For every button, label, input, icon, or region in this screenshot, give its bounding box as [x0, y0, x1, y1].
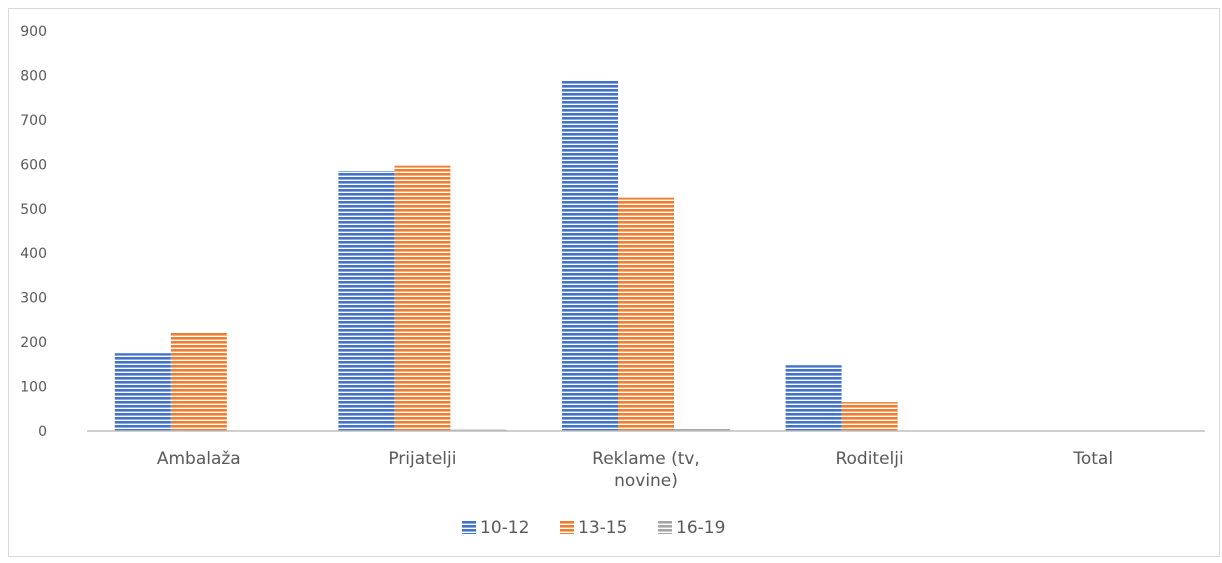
x-category-label: Reklame (tv, novine)	[592, 449, 700, 491]
y-tick-label: 300	[20, 291, 47, 307]
bar-13-15-ambala-a	[170, 332, 227, 431]
x-category-label: Total	[1072, 449, 1113, 469]
y-tick-label: 900	[20, 24, 47, 40]
legend-label-13-15: 13-15	[578, 518, 627, 538]
legend-swatch-10-12	[462, 520, 476, 534]
x-category-label: Roditelji	[835, 449, 903, 469]
y-axis-ticks: 0 100 200 300 400 500 600 700 800 900	[20, 24, 47, 440]
y-tick-label: 700	[20, 113, 47, 129]
legend-label-16-19: 16-19	[676, 518, 725, 538]
legend-swatch-13-15	[560, 520, 574, 534]
y-tick-label: 500	[20, 202, 47, 218]
bar-chart: 0 100 200 300 400 500 600 700 800 900 Ambalaža Pri…	[20, 24, 1205, 538]
bars	[114, 80, 898, 432]
legend: 10-12 13-15 16-19	[462, 518, 725, 538]
legend-swatch-16-19	[658, 520, 672, 534]
bar-16-19-reklame-tv-novine	[674, 428, 730, 431]
bar-13-15-roditelji	[841, 402, 898, 431]
bar-10-12-reklame-tv-novine	[562, 80, 618, 432]
bar-10-12-ambala-a	[114, 353, 171, 431]
y-tick-label: 400	[20, 246, 47, 262]
y-tick-label: 0	[38, 424, 47, 440]
y-tick-label: 100	[20, 380, 47, 396]
chart-frame: 0 100 200 300 400 500 600 700 800 900 Ambalaža Pri…	[8, 8, 1220, 557]
y-tick-label: 200	[20, 335, 47, 351]
x-category-label: Ambalaža	[157, 449, 241, 469]
y-tick-label: 600	[20, 157, 47, 173]
bar-13-15-prijatelji	[394, 165, 451, 431]
y-tick-label: 800	[20, 68, 47, 84]
bar-10-12-roditelji	[785, 365, 842, 431]
bar-13-15-reklame-tv-novine	[618, 197, 674, 431]
legend-label-10-12: 10-12	[480, 518, 529, 538]
bar-10-12-prijatelji	[338, 171, 395, 431]
x-category-label: Prijatelji	[388, 449, 456, 469]
category-labels: Ambalaža Prijatelji Reklame (tv, novine) Rod…	[157, 449, 1113, 491]
